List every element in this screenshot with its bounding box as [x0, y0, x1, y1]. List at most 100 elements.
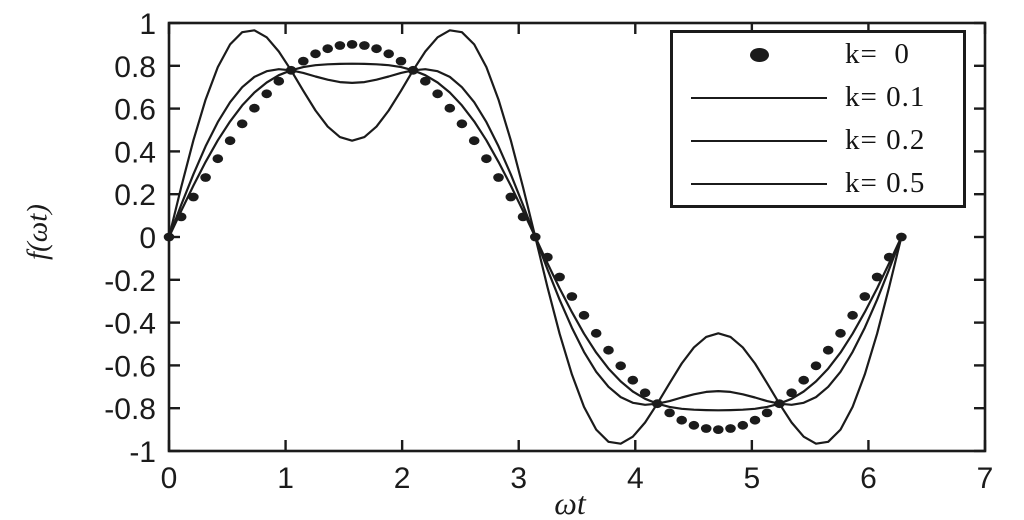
dot-marker-icon — [749, 47, 769, 62]
series-dot-k0 — [517, 212, 529, 222]
series-dot-k0 — [786, 388, 797, 398]
series-dot-k0 — [224, 136, 236, 146]
series-dot-k0 — [859, 292, 871, 301]
line-marker-icon — [691, 96, 827, 99]
series-dot-k0 — [444, 103, 456, 113]
series-dot-k0 — [713, 425, 724, 434]
series-dot-k0 — [603, 345, 614, 355]
series-dot-k0 — [236, 119, 248, 129]
x-axis-tick-label: 5 — [744, 462, 761, 495]
legend-item-k0p2: k= 0.2 — [673, 119, 963, 162]
y-axis-tick-label: -0.2 — [104, 265, 156, 298]
series-dot-k0 — [615, 361, 626, 371]
y-axis-tick-label: -1 — [129, 436, 156, 469]
series-dot-k0 — [554, 272, 565, 282]
y-axis-tick-label: 1 — [139, 8, 156, 41]
legend-item-k0p5: k= 0.5 — [673, 162, 963, 205]
line-marker-icon — [691, 139, 827, 142]
series-dot-k0 — [163, 232, 175, 242]
legend-marker-cell — [673, 139, 845, 142]
series-dot-k0 — [420, 76, 431, 86]
series-dot-k0 — [700, 424, 712, 433]
y-axis-tick-label: -0.6 — [104, 350, 156, 383]
legend-marker-cell — [673, 47, 845, 62]
legend-marker-cell — [673, 96, 845, 99]
series-dot-k0 — [639, 388, 651, 398]
series-dot-k0 — [566, 292, 578, 301]
legend-item-k0: k= 0 — [673, 33, 963, 76]
series-dot-k0 — [407, 65, 419, 75]
series-dot-k0 — [285, 65, 297, 75]
series-dot-k0 — [822, 345, 834, 355]
series-dot-k0 — [749, 415, 761, 425]
legend-label-k0: k= 0 — [845, 38, 910, 70]
y-axis-tick-label: -0.8 — [104, 393, 156, 426]
y-axis-tick-label: 0.8 — [114, 51, 156, 84]
series-dot-k0 — [871, 272, 883, 282]
series-dot-k0 — [395, 56, 407, 66]
series-dot-k0 — [432, 89, 443, 99]
series-dot-k0 — [310, 49, 321, 59]
x-axis-tick-label: 1 — [277, 462, 294, 495]
series-dot-k0 — [530, 232, 541, 242]
series-dot-k0 — [383, 49, 395, 59]
series-dot-k0 — [212, 154, 224, 164]
legend-item-k0p1: k= 0.1 — [673, 76, 963, 119]
series-dot-k0 — [468, 136, 480, 146]
series-dot-k0 — [334, 41, 346, 50]
series-dot-k0 — [346, 40, 358, 49]
series-dot-k0 — [847, 310, 858, 320]
y-axis-tick-label: -0.4 — [104, 308, 156, 341]
y-axis-tick-label: 0.2 — [114, 179, 156, 212]
series-dot-k0 — [883, 252, 895, 262]
series-dot-k0 — [200, 173, 211, 182]
series-dot-k0 — [737, 420, 749, 430]
series-dot-k0 — [261, 89, 273, 99]
series-dot-k0 — [578, 310, 590, 320]
series-dot-k0 — [175, 212, 187, 222]
x-axis-tick-label: 4 — [627, 462, 644, 495]
legend-marker-cell — [673, 182, 845, 185]
series-dot-k0 — [774, 399, 785, 409]
series-dot-k0 — [810, 361, 822, 371]
series-dot-k0 — [798, 375, 809, 385]
x-axis-tick-label: 7 — [977, 462, 994, 495]
series-dot-k0 — [188, 192, 199, 202]
series-dot-k0 — [481, 154, 492, 164]
y-axis-tick-label: 0.4 — [114, 136, 156, 169]
series-dot-k0 — [273, 76, 285, 86]
legend-label-k0p5: k= 0.5 — [845, 167, 926, 199]
x-axis-tick-label: 2 — [394, 462, 411, 495]
y-axis-tick-label: 0.6 — [114, 94, 156, 127]
series-dot-k0 — [835, 328, 846, 338]
series-dot-k0 — [664, 408, 675, 418]
x-axis-tick-label: 3 — [510, 462, 527, 495]
series-dot-k0 — [371, 44, 382, 54]
series-dot-k0 — [542, 252, 553, 262]
series-dot-k0 — [896, 232, 907, 242]
series-dot-k0 — [627, 375, 639, 385]
legend: k= 0 k= 0.1 k= 0.2 k= 0.5 — [670, 30, 966, 208]
series-dot-k0 — [322, 44, 334, 54]
series-dot-k0 — [688, 420, 700, 430]
series-dot-k0 — [761, 408, 773, 418]
series-dot-k0 — [652, 399, 663, 409]
y-axis-label: f(ωt) — [21, 204, 54, 260]
series-dot-k0 — [456, 119, 468, 129]
series-dot-k0 — [676, 415, 687, 425]
series-dot-k0 — [725, 424, 736, 433]
series-dot-k0 — [590, 328, 602, 338]
x-axis-tick-label: 0 — [161, 462, 178, 495]
legend-label-k0p1: k= 0.1 — [845, 81, 926, 113]
legend-label-k0p2: k= 0.2 — [845, 124, 926, 156]
series-dot-k0 — [359, 41, 370, 50]
series-dot-k0 — [505, 192, 517, 202]
y-axis-tick-label: 0 — [139, 222, 156, 255]
line-marker-icon — [691, 182, 827, 185]
series-dot-k0 — [249, 103, 260, 113]
series-dot-k0 — [298, 56, 309, 66]
x-axis-tick-label: 6 — [860, 462, 877, 495]
x-axis-label: ωt — [554, 485, 586, 520]
